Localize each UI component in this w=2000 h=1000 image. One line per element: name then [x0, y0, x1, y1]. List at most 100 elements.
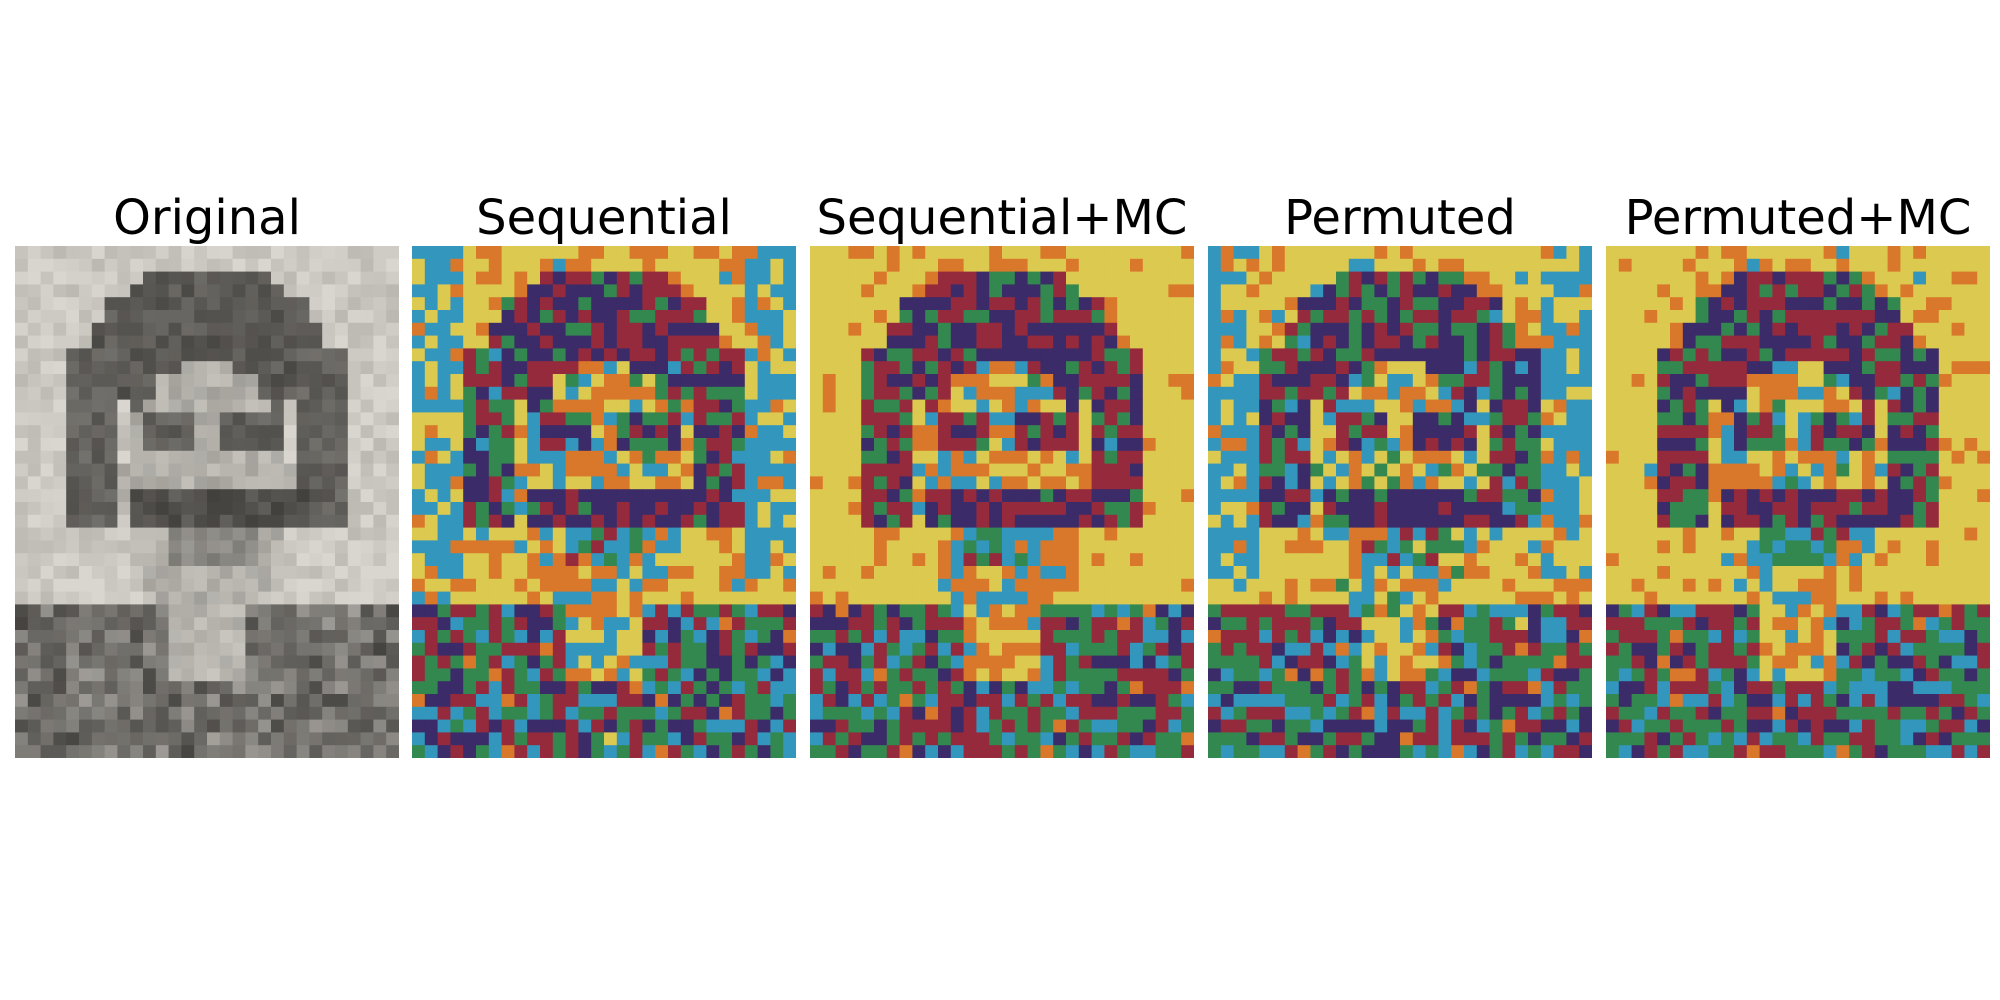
sequential-mc-pixel	[899, 489, 913, 503]
original-pixel	[104, 706, 118, 721]
original-pixel	[347, 438, 362, 452]
permuted-pixel	[1451, 706, 1465, 721]
sequential-pixel	[540, 246, 554, 260]
sequential-mc-pixel	[1002, 399, 1016, 413]
sequential-mc-pixel	[835, 591, 849, 605]
sequential-mc-pixel	[1181, 668, 1194, 682]
original-pixel	[117, 553, 131, 567]
original-pixel	[181, 246, 195, 260]
permuted-pixel	[1489, 655, 1503, 669]
original-pixel	[91, 655, 106, 669]
sequential-mc-pixel	[822, 655, 837, 669]
permuted-mc-pixel	[1657, 322, 1671, 337]
original-pixel	[207, 553, 221, 567]
sequential-mc-pixel	[835, 681, 849, 695]
sequential-mc-pixel	[835, 578, 849, 593]
sequential-mc-image	[810, 246, 1194, 758]
permuted-pixel	[1553, 604, 1567, 618]
sequential-mc-pixel	[899, 374, 913, 388]
sequential-mc-pixel	[810, 258, 824, 273]
original-pixel	[283, 258, 298, 273]
permuted-pixel	[1540, 450, 1555, 465]
permuted-pixel	[1502, 246, 1516, 260]
sequential-mc-pixel	[963, 374, 977, 388]
original-pixel	[168, 399, 182, 413]
original-pixel	[27, 668, 42, 682]
permuted-mc-pixel	[1606, 258, 1620, 273]
sequential-mc-pixel	[1014, 463, 1029, 477]
sequential-mc-pixel	[1104, 425, 1118, 439]
sequential-mc-pixel	[1155, 348, 1169, 362]
original-pixel	[27, 617, 42, 631]
sequential-mc-pixel	[950, 591, 965, 605]
sequential-pixel	[488, 489, 503, 503]
original-pixel	[181, 694, 195, 708]
sequential-pixel	[757, 745, 771, 758]
sequential-mc-pixel	[1168, 476, 1182, 490]
permuted-mc-pixel	[1964, 284, 1978, 298]
sequential-mc-pixel	[848, 489, 862, 503]
sequential-pixel	[732, 681, 746, 695]
sequential-mc-pixel	[963, 591, 977, 605]
original-pixel	[283, 655, 298, 669]
original-pixel	[53, 502, 67, 516]
permuted-pixel	[1361, 348, 1375, 362]
sequential-pixel	[629, 553, 643, 567]
permuted-mc-pixel	[1721, 297, 1735, 311]
sequential-mc-pixel	[874, 681, 888, 695]
sequential-pixel	[732, 386, 746, 401]
permuted-pixel	[1336, 604, 1350, 618]
sequential-pixel	[437, 489, 451, 503]
sequential-pixel	[527, 374, 541, 388]
sequential-pixel	[591, 476, 605, 490]
sequential-mc-pixel	[963, 578, 977, 593]
original-pixel	[347, 578, 362, 593]
original-pixel	[53, 271, 67, 285]
sequential-pixel	[424, 386, 439, 401]
original-pixel	[143, 604, 157, 618]
permuted-pixel	[1284, 630, 1299, 644]
sequential-mc-pixel	[822, 297, 837, 311]
original-pixel	[117, 335, 131, 349]
sequential-pixel	[693, 386, 707, 401]
permuted-pixel	[1540, 489, 1555, 503]
sequential-mc-pixel	[1040, 399, 1054, 413]
sequential-mc-pixel	[1130, 297, 1144, 311]
sequential-mc-pixel	[1104, 540, 1118, 554]
original-pixel	[271, 374, 285, 388]
permuted-pixel	[1336, 489, 1350, 503]
sequential-pixel	[565, 348, 579, 362]
permuted-pixel	[1284, 514, 1299, 529]
permuted-pixel	[1476, 642, 1491, 657]
original-pixel	[181, 335, 195, 349]
sequential-mc-pixel	[874, 604, 888, 618]
sequential-pixel	[680, 489, 695, 503]
sequential-mc-pixel	[963, 604, 977, 618]
sequential-pixel	[527, 604, 541, 618]
sequential-mc-pixel	[848, 514, 862, 529]
sequential-pixel	[629, 399, 643, 413]
original-pixel	[117, 463, 131, 477]
permuted-pixel	[1489, 642, 1503, 657]
permuted-pixel	[1515, 476, 1529, 490]
original-pixel	[15, 578, 29, 593]
sequential-mc-pixel	[1002, 578, 1016, 593]
permuted-mc-pixel	[1887, 284, 1901, 298]
permuted-pixel	[1515, 617, 1529, 631]
permuted-pixel	[1476, 412, 1491, 426]
original-pixel	[219, 284, 234, 298]
sequential-mc-pixel	[950, 527, 965, 541]
original-pixel	[66, 386, 80, 401]
sequential-mc-pixel	[1091, 540, 1105, 554]
permuted-pixel	[1451, 476, 1465, 490]
sequential-mc-pixel	[912, 412, 926, 426]
original-pixel	[360, 361, 374, 375]
sequential-pixel	[476, 527, 490, 541]
permuted-pixel	[1579, 476, 1592, 490]
permuted-pixel	[1310, 540, 1324, 554]
sequential-pixel	[706, 386, 720, 401]
sequential-pixel	[642, 361, 656, 375]
sequential-pixel	[578, 297, 592, 311]
original-pixel	[232, 271, 246, 285]
sequential-mc-pixel	[848, 399, 862, 413]
